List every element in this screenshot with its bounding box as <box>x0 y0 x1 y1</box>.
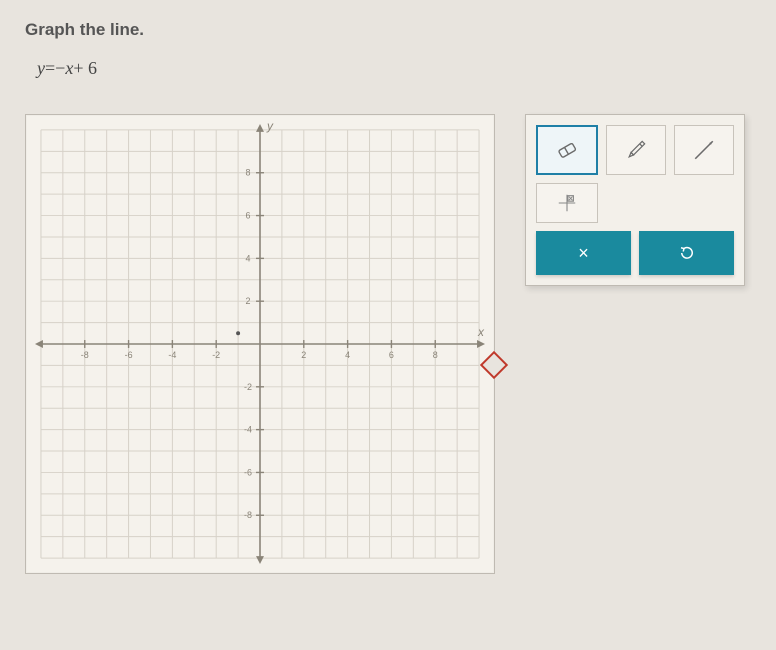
eq-op: = <box>45 58 55 78</box>
line-tool-icon <box>690 136 718 164</box>
point-tool-icon <box>556 192 578 214</box>
reset-button[interactable] <box>639 231 734 275</box>
point-tool[interactable] <box>536 183 598 223</box>
toolbox-panel: × <box>525 114 745 286</box>
svg-text:4: 4 <box>246 253 251 263</box>
svg-text:6: 6 <box>246 211 251 221</box>
clear-button[interactable]: × <box>536 231 631 275</box>
svg-text:6: 6 <box>389 350 394 360</box>
question-prompt: Graph the line. <box>25 20 751 40</box>
eraser-tool[interactable] <box>536 125 598 175</box>
svg-text:y: y <box>266 119 274 133</box>
svg-text:2: 2 <box>301 350 306 360</box>
svg-text:2: 2 <box>246 296 251 306</box>
eq-lhs: y <box>37 58 45 78</box>
svg-text:4: 4 <box>345 350 350 360</box>
svg-text:-8: -8 <box>81 350 89 360</box>
eq-neg: − <box>55 58 65 78</box>
pencil-icon <box>622 136 650 164</box>
svg-text:-2: -2 <box>212 350 220 360</box>
svg-text:-6: -6 <box>244 467 252 477</box>
eraser-icon <box>553 136 581 164</box>
svg-text:8: 8 <box>433 350 438 360</box>
graph-canvas[interactable]: -8 -6 -4 -2 2 4 6 8 -8 -6 -4 -2 2 4 6 8 x y <box>25 114 495 574</box>
close-icon: × <box>578 243 589 264</box>
svg-text:-8: -8 <box>244 510 252 520</box>
eq-const: + 6 <box>73 58 97 78</box>
line-tool[interactable] <box>674 125 734 175</box>
svg-text:-4: -4 <box>168 350 176 360</box>
svg-text:-2: -2 <box>244 382 252 392</box>
equation: y=−x+ 6 <box>37 58 751 79</box>
svg-text:-6: -6 <box>125 350 133 360</box>
pencil-tool[interactable] <box>606 125 666 175</box>
svg-text:8: 8 <box>246 168 251 178</box>
svg-text:-4: -4 <box>244 425 252 435</box>
undo-icon <box>678 244 696 262</box>
coordinate-grid: -8 -6 -4 -2 2 4 6 8 -8 -6 -4 -2 2 4 6 8 x y <box>26 115 494 573</box>
svg-text:x: x <box>477 325 485 339</box>
